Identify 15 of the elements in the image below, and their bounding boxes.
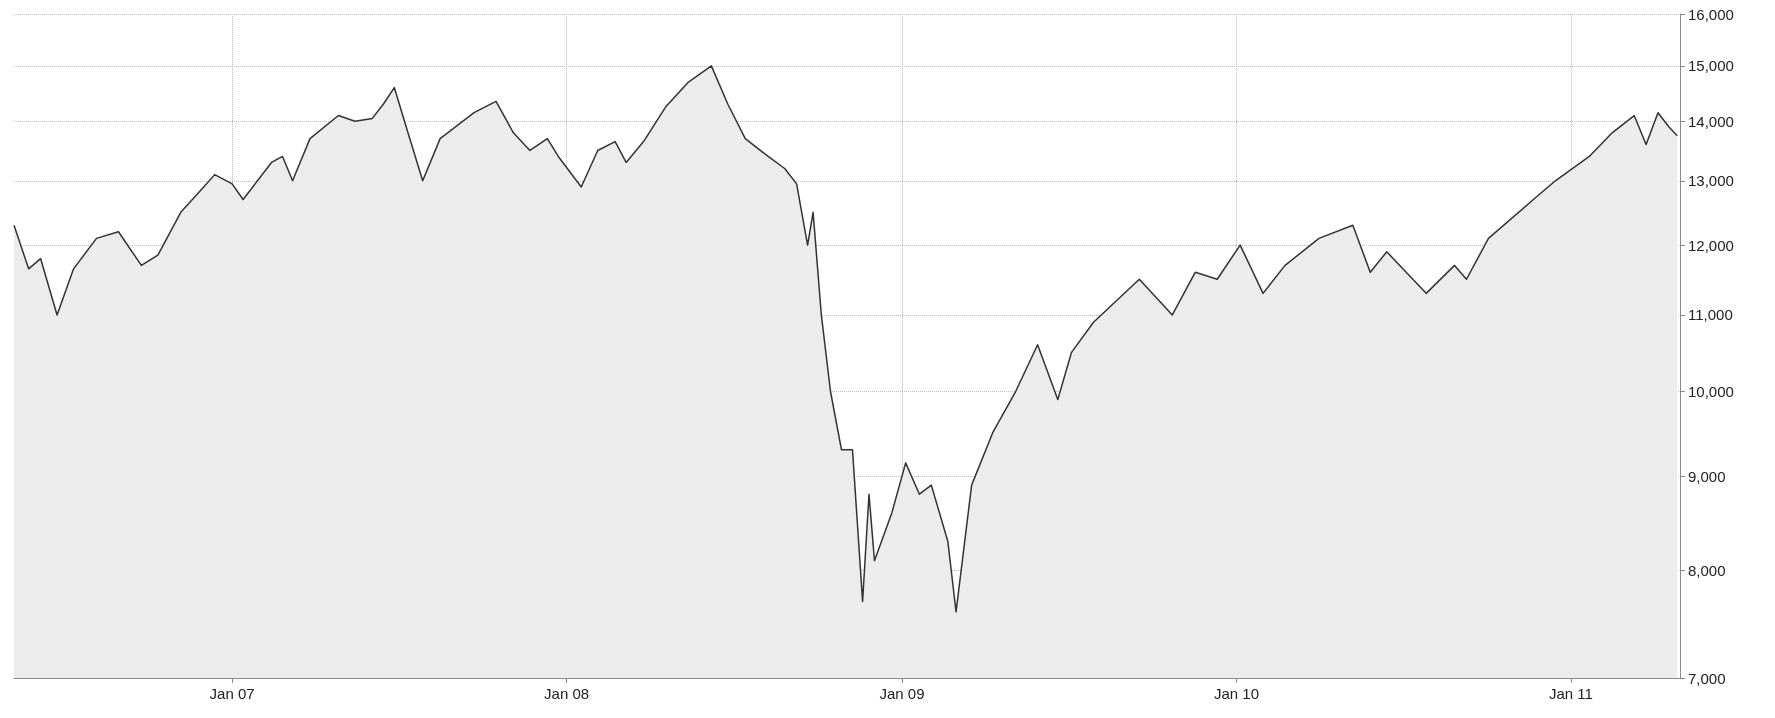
x-tick-label: Jan 09 [879,685,925,702]
y-tick-label: 16,000 [1688,5,1734,23]
x-tick-label: Jan 07 [209,685,255,702]
y-tick-label: 8,000 [1688,562,1726,580]
y-tick-label: 10,000 [1688,383,1734,401]
y-tick-label: 11,000 [1688,306,1733,324]
x-tick-label: Jan 08 [544,685,590,702]
y-tick-label: 12,000 [1688,236,1734,254]
y-tick-label: 9,000 [1688,467,1726,485]
x-tick-label: Jan 11 [1548,685,1593,702]
y-tick-label: 15,000 [1688,57,1734,75]
y-tick-label: 14,000 [1688,112,1734,130]
y-tick-label: 13,000 [1688,172,1734,190]
x-tick-label: Jan 10 [1213,685,1259,702]
y-tick-label: 7,000 [1688,669,1726,687]
